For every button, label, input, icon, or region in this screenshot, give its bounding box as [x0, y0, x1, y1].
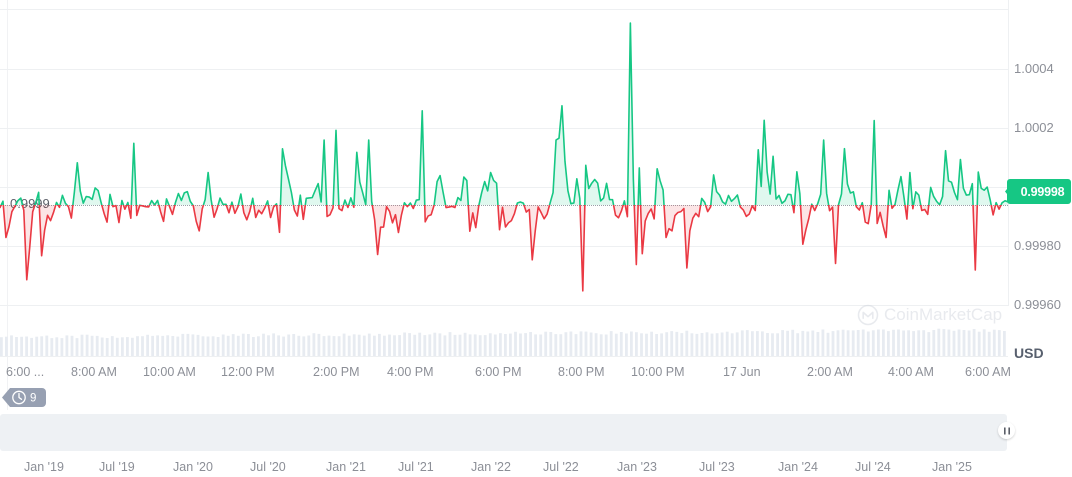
svg-text:9: 9: [30, 393, 36, 405]
